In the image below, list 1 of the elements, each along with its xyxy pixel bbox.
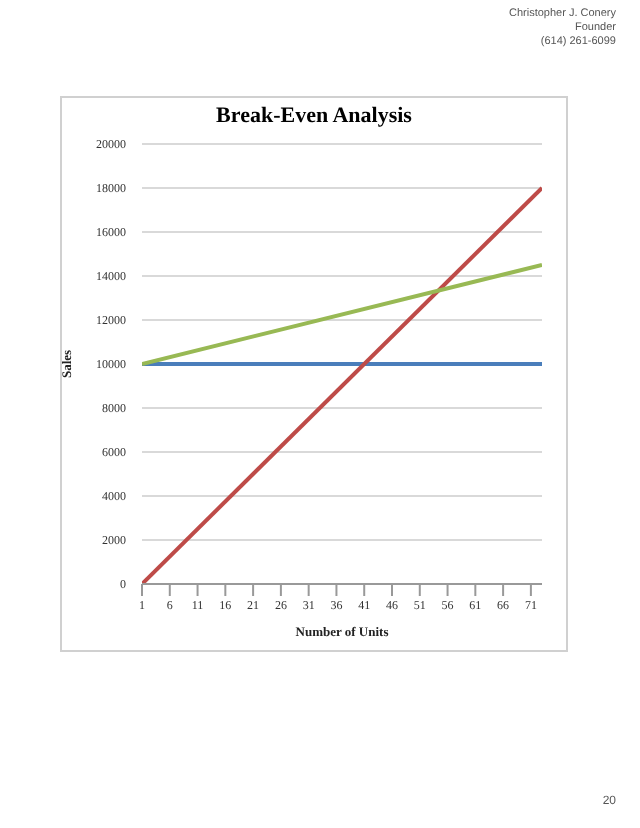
chart-title: Break-Even Analysis <box>214 104 414 128</box>
